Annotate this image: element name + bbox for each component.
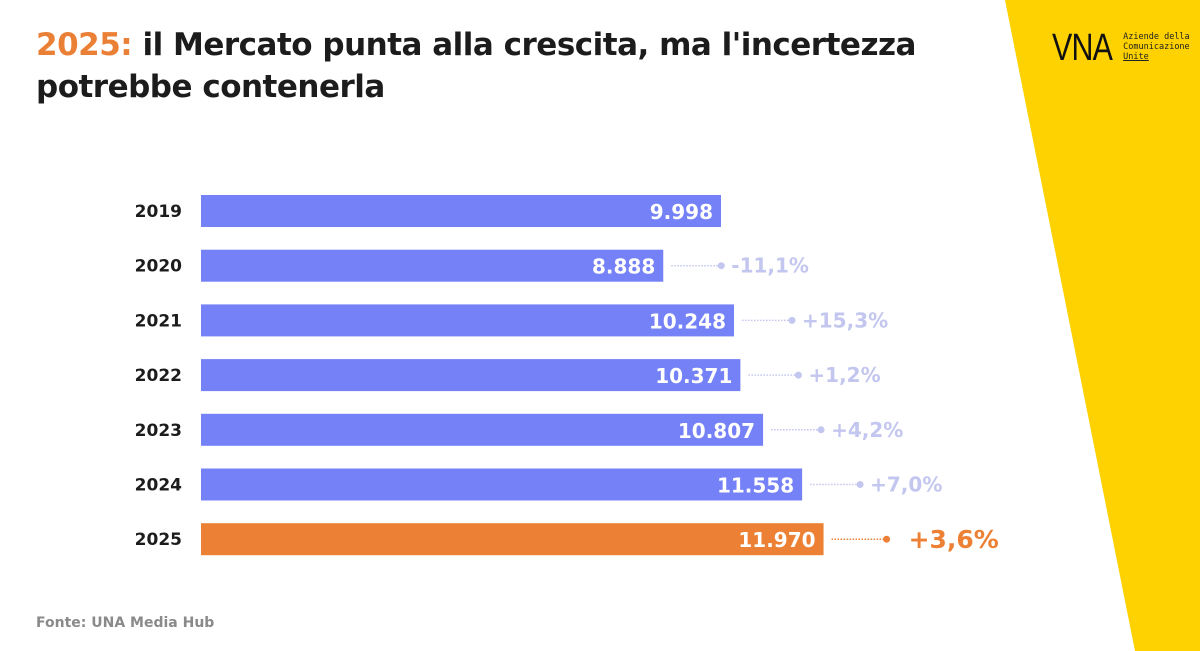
data-label: 8.888 (592, 255, 655, 279)
title-line1: il Mercato punta alla crescita, ma l'inc… (132, 27, 916, 63)
connector-dot (817, 426, 825, 434)
data-label: 10.371 (655, 364, 732, 388)
connector-dot (883, 535, 891, 543)
page-title: 2025: il Mercato punta alla crescita, ma… (36, 24, 916, 108)
bar (201, 195, 721, 227)
change-label: +4,2% (831, 418, 903, 442)
category-label: 2021 (135, 311, 182, 331)
change-label: +15,3% (802, 308, 888, 332)
connector-dot (856, 481, 864, 488)
category-label: 2025 (135, 530, 182, 550)
yellow-band (1005, 0, 1200, 651)
category-label: 2023 (135, 421, 182, 441)
bar (201, 523, 824, 556)
change-label: +7,0% (870, 473, 942, 497)
logo-line: Unite (1123, 52, 1149, 62)
bar (201, 359, 741, 392)
category-label: 2022 (135, 366, 182, 386)
category-label: 2020 (135, 257, 182, 277)
bar (201, 304, 735, 337)
category-label: 2024 (135, 476, 182, 496)
source-note: Fonte: UNA Media Hub (36, 615, 215, 631)
bar-chart: 2019 9.998 2020 8.888 -11,1% 2021 10.248 +15,3%… (135, 195, 999, 556)
connector-dot (788, 316, 796, 324)
una-logo: VNA Aziende della Comunicazione Unite (1052, 27, 1190, 80)
change-label: +1,2% (808, 363, 880, 387)
bar (201, 413, 764, 446)
data-label: 10.248 (649, 309, 726, 333)
change-label: -11,1% (731, 254, 809, 278)
bar (201, 249, 664, 282)
connector-dot (717, 262, 725, 270)
logo-line: Comunicazione (1123, 42, 1190, 52)
logo-line: Aziende della (1123, 32, 1190, 42)
data-label: 11.558 (717, 474, 794, 498)
logo-mark: VNA (1052, 27, 1113, 69)
data-label: 10.807 (678, 419, 755, 443)
title-line2: potrebbe contenerla (36, 69, 385, 105)
change-label: +3,6% (909, 525, 999, 554)
category-label: 2019 (135, 202, 182, 222)
title-year: 2025: (36, 27, 133, 63)
bar (201, 468, 803, 501)
data-label: 9.998 (650, 200, 713, 224)
data-label: 11.970 (738, 528, 815, 552)
connector-dot (794, 371, 802, 379)
logo-text: Aziende della Comunicazione Unite (1123, 32, 1190, 62)
